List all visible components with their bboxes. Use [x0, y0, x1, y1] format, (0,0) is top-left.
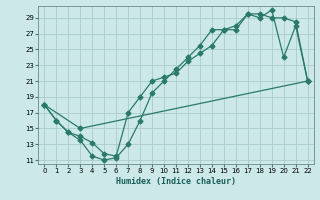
X-axis label: Humidex (Indice chaleur): Humidex (Indice chaleur) — [116, 177, 236, 186]
